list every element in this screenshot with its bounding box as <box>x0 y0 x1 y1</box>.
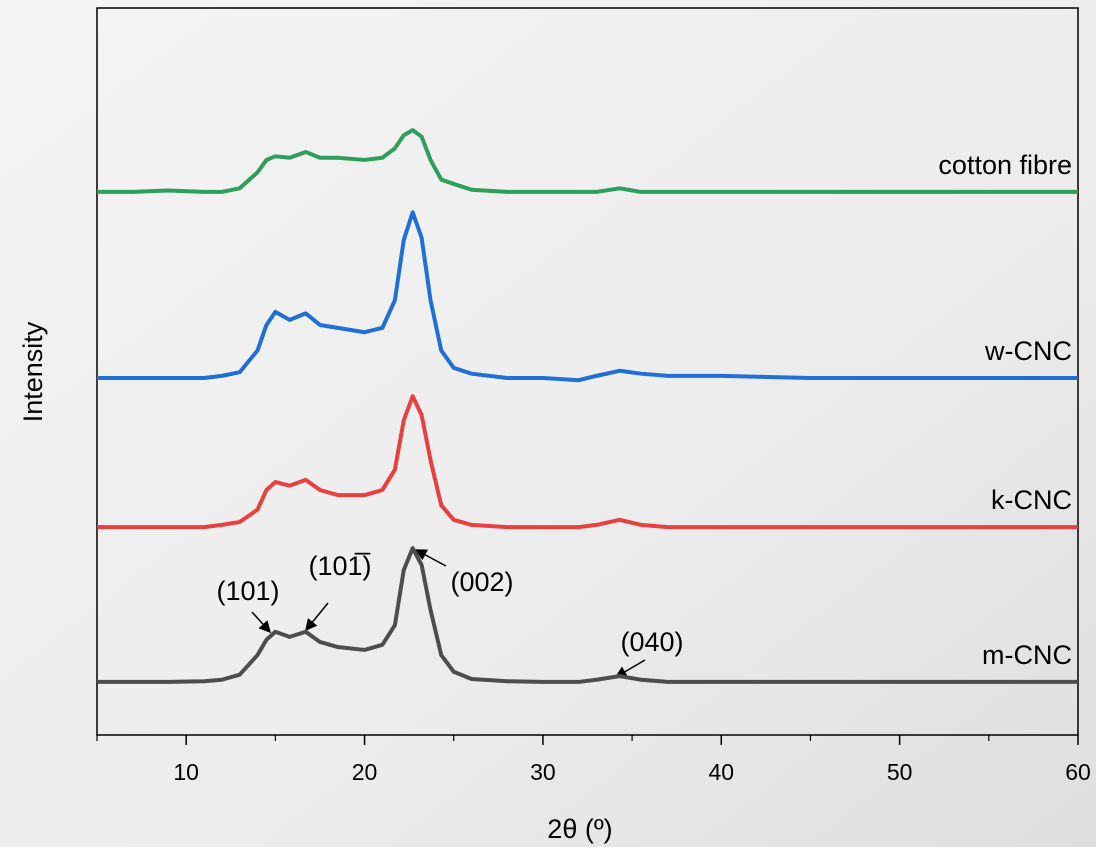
arrow <box>414 549 447 567</box>
line <box>97 546 1078 684</box>
annotation: (040) <box>620 627 683 657</box>
x-axis-label: 2θ (º) <box>547 814 612 844</box>
series-label: k-CNC <box>991 485 1072 515</box>
x-tick-label: 30 <box>530 759 556 785</box>
series-label: m-CNC <box>982 640 1072 670</box>
x-tick-label: 50 <box>887 759 913 785</box>
arrow <box>614 659 646 678</box>
annotation-arrows <box>251 549 646 678</box>
arrow <box>251 611 272 634</box>
annotation: (002) <box>450 567 513 597</box>
line <box>97 128 1078 194</box>
annotation: (101̅) <box>308 551 371 581</box>
line <box>97 210 1078 383</box>
series-label: cotton fibre <box>938 150 1072 180</box>
arrow <box>305 602 329 632</box>
x-tick-label: 40 <box>708 759 734 785</box>
y-axis-label: Intensity <box>18 321 48 422</box>
annotation: (101) <box>216 576 279 606</box>
plot-frame <box>96 7 1079 736</box>
x-tick-label: 20 <box>352 759 378 785</box>
line <box>97 394 1078 530</box>
x-tick-label: 10 <box>173 759 199 785</box>
series-label: w-CNC <box>984 336 1072 366</box>
x-tick-label: 60 <box>1065 759 1091 785</box>
